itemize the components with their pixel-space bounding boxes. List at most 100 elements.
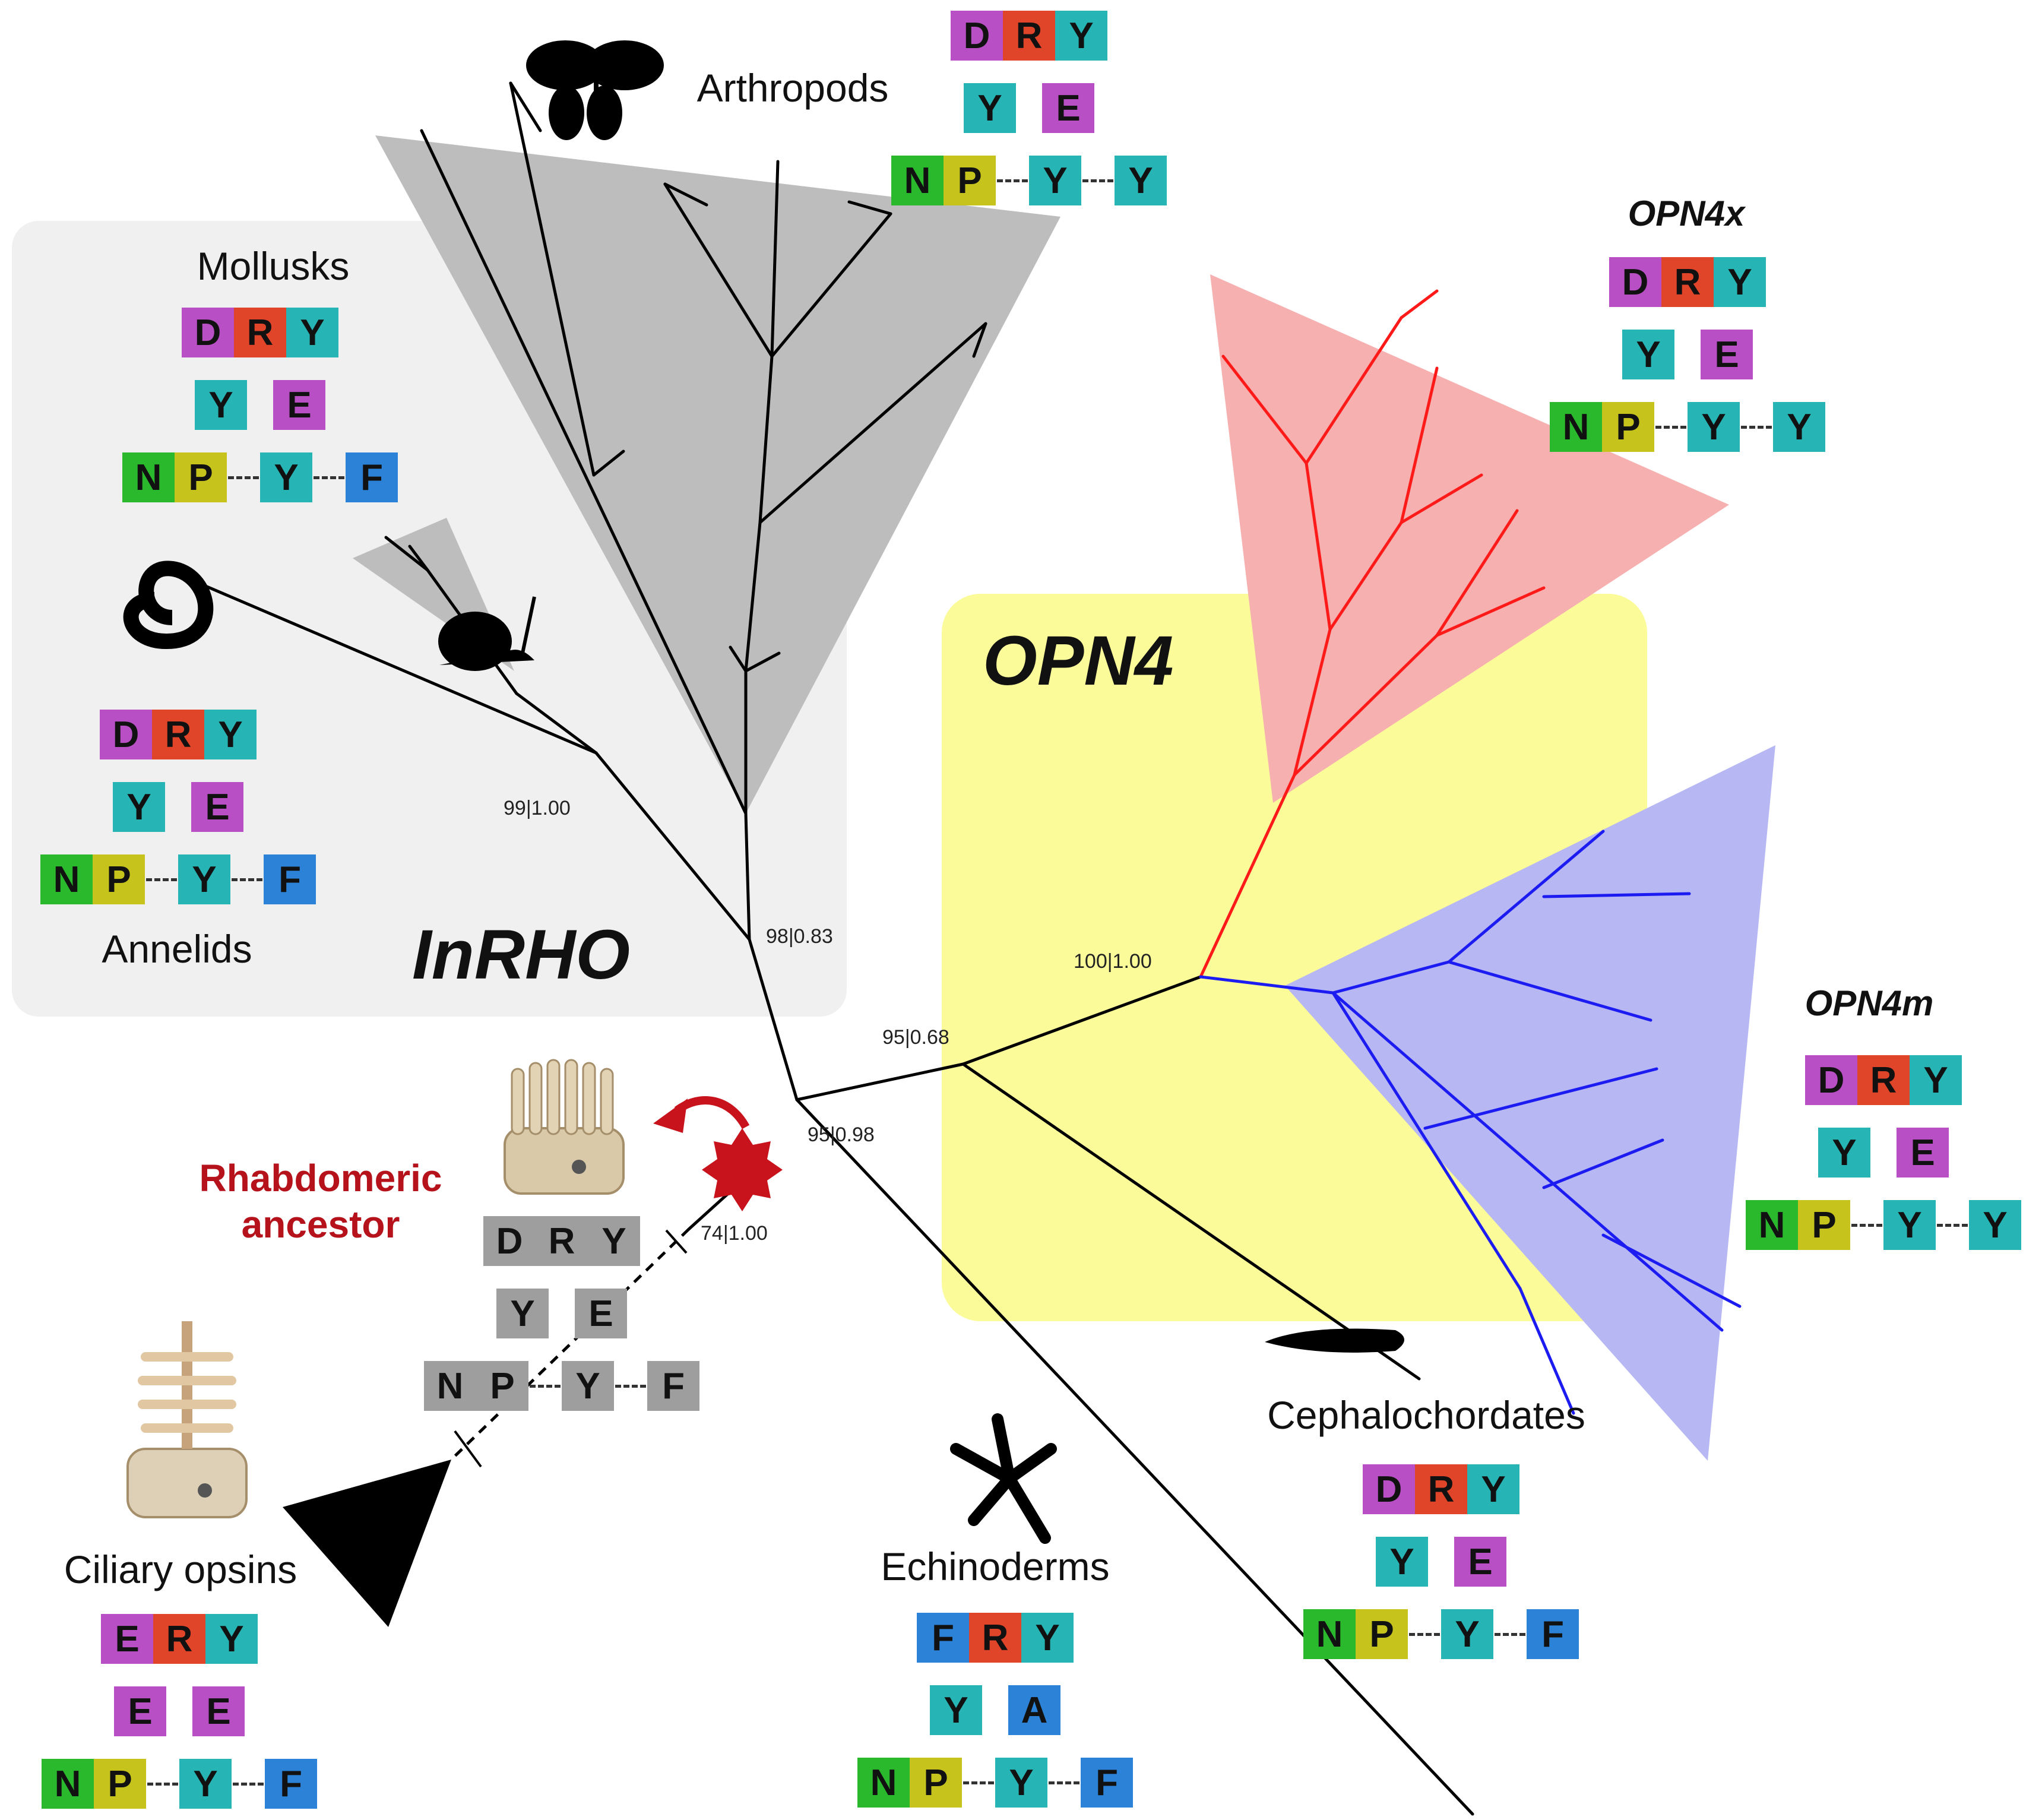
residue-box: P: [1356, 1609, 1408, 1659]
opn4x-label: OPN4x: [1628, 194, 1745, 233]
residue-box: Y: [1029, 156, 1081, 205]
arthropods-label: Arthropods: [697, 66, 889, 110]
echinoderms-label: Echinoderms: [881, 1544, 1110, 1588]
residue-box: Y: [930, 1685, 982, 1735]
residue-box: Y: [178, 854, 230, 904]
residue-box: Y: [995, 1758, 1047, 1808]
motif-dash: [233, 1782, 264, 1786]
residue-box: R: [969, 1613, 1021, 1663]
residue-box: Y: [1467, 1464, 1519, 1514]
residue-box: Y: [113, 782, 165, 832]
opn4m-label: OPN4m: [1804, 983, 1934, 1023]
opn4-label: OPN4: [983, 622, 1174, 700]
residue-box: N: [1550, 402, 1602, 452]
residue-box: D: [483, 1216, 536, 1266]
residue-box: Y: [195, 380, 247, 430]
opn4m-wedge: [1285, 745, 1775, 1461]
mollusks-label: Mollusks: [197, 244, 350, 288]
tick-mark: [665, 1229, 688, 1254]
residue-box: R: [1857, 1055, 1910, 1105]
residue-box: R: [536, 1216, 588, 1266]
residue-box: E: [191, 782, 243, 832]
motif-dash: [963, 1781, 994, 1784]
residue-box: Y: [588, 1216, 640, 1266]
residue-box: F: [346, 452, 398, 502]
residue-box: Y: [1883, 1200, 1936, 1250]
motif-dash: [1851, 1223, 1882, 1227]
motif-dash: [997, 179, 1028, 182]
arthropod-wedge: [375, 135, 1060, 814]
residue-box: A: [1008, 1685, 1060, 1735]
residue-box: Y: [205, 1614, 258, 1664]
motif-dash: [615, 1384, 646, 1388]
residue-box: Y: [562, 1361, 614, 1411]
curved-arrow-icon: [674, 1096, 750, 1129]
residue-box: R: [153, 1614, 205, 1664]
residue-box: P: [175, 452, 227, 502]
residue-box: D: [1805, 1055, 1857, 1105]
motif-dash: [146, 878, 177, 881]
inrho-label: InRHO: [412, 916, 631, 994]
butterfly-icon: [526, 40, 664, 140]
residue-box: D: [1363, 1464, 1415, 1514]
opn4x-wedge: [1210, 274, 1729, 803]
residue-box: N: [40, 854, 93, 904]
support-value: 95|0.68: [882, 1026, 949, 1049]
motif-dash: [1082, 179, 1113, 182]
residue-box: Y: [1622, 330, 1674, 379]
motif-dash: [232, 878, 262, 881]
ciliary-wedge: [283, 1460, 451, 1627]
cephalochordates-label: Cephalochordates: [1267, 1393, 1585, 1437]
tick-mark: [454, 1430, 482, 1468]
motif-dash: [314, 476, 344, 479]
residue-box: Y: [964, 83, 1016, 133]
residue-box: E: [114, 1686, 166, 1736]
motif-dash: [228, 476, 259, 479]
residue-box: E: [101, 1614, 153, 1664]
residue-box: P: [93, 854, 145, 904]
residue-box: F: [917, 1613, 969, 1663]
residue-box: F: [1081, 1758, 1133, 1808]
arthropod-tree: [420, 81, 987, 815]
red-star-icon: [702, 1128, 783, 1211]
motif-dash: [147, 1782, 178, 1786]
residue-box: R: [1415, 1464, 1467, 1514]
opn4m-tree: [1199, 830, 1742, 1415]
residue-box: Y: [1773, 402, 1825, 452]
residue-box: P: [1798, 1200, 1850, 1250]
residue-box: P: [1602, 402, 1654, 452]
snail-icon: [438, 596, 536, 671]
support-value: 95|0.98: [808, 1123, 875, 1146]
rhabdomeric-cell-icon: [504, 1059, 625, 1195]
residue-box: F: [265, 1759, 317, 1809]
residue-box: N: [1746, 1200, 1798, 1250]
lancelet-icon: [1265, 1328, 1404, 1353]
opn4x-tree: [1199, 289, 1546, 979]
residue-box: E: [192, 1686, 245, 1736]
motif-dash: [1937, 1223, 1968, 1227]
residue-box: D: [100, 710, 152, 759]
motif-dash: [1741, 425, 1772, 429]
